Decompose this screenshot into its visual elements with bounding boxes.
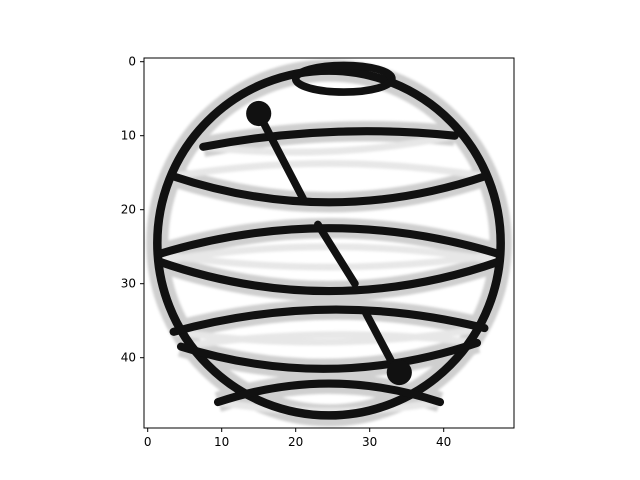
band-back-arc (202, 132, 456, 156)
latitude-band (213, 379, 445, 407)
needle-stroke (314, 220, 359, 288)
latitude-band (169, 172, 489, 207)
y-tick-label: 30 (121, 277, 136, 291)
y-tick-label: 10 (121, 129, 136, 143)
y-tick-label: 0 (128, 55, 136, 69)
top-cap-ring (291, 61, 396, 96)
x-tick-label: 30 (362, 435, 377, 449)
x-tick-label: 10 (214, 435, 229, 449)
x-tick-label: 0 (144, 435, 152, 449)
band-back-arc (173, 324, 485, 346)
band-back-arc (180, 331, 478, 350)
axes-frame (143, 57, 515, 429)
needle-stroke (254, 109, 307, 203)
needle-head (386, 359, 412, 386)
latitude-band (176, 338, 482, 373)
latitude-band (154, 224, 504, 259)
x-axis: 0 10 20 30 40 (144, 428, 451, 449)
x-tick-label: 20 (288, 435, 303, 449)
latitude-band (169, 305, 489, 336)
band-back-arc (173, 160, 485, 180)
x-tick-label: 40 (436, 435, 451, 449)
y-tick-label: 40 (121, 351, 136, 365)
outer-circle (153, 66, 505, 420)
latitude-band (199, 127, 459, 151)
heatmap-image (146, 59, 512, 427)
latitude-band (154, 257, 504, 296)
needle-head (246, 100, 272, 127)
y-tick-label: 20 (121, 203, 136, 217)
band-back-arc (158, 250, 500, 271)
y-axis: 0 10 20 30 40 (121, 55, 144, 365)
